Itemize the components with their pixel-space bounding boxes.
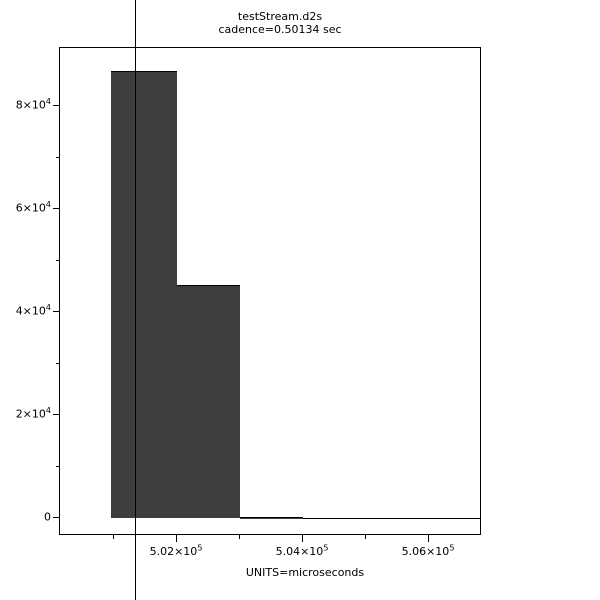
y-axis-tick <box>53 517 60 519</box>
y-axis-minor-tick <box>56 465 60 467</box>
y-axis-tick <box>53 414 60 416</box>
chart-title-line-2: cadence=0.50134 sec <box>218 23 342 36</box>
histogram-bar <box>303 517 366 520</box>
x-axis-tick <box>302 534 304 542</box>
x-axis-minor-tick <box>239 534 241 539</box>
chart-title-line-1: testStream.d2s <box>237 10 323 23</box>
chart-title: testStream.d2s cadence=0.50134 sec <box>130 10 430 36</box>
x-axis-tick <box>176 534 178 542</box>
y-axis-minor-tick <box>56 156 60 158</box>
x-axis-caption: UNITS=microseconds <box>245 566 365 579</box>
histogram-bar <box>429 517 480 520</box>
x-axis-tick-label: 5.06×105 <box>401 543 455 558</box>
y-axis-tick <box>53 311 60 313</box>
x-axis-tick-label: 5.02×105 <box>149 543 203 558</box>
y-axis-tick <box>53 208 60 210</box>
y-axis-tick-label: 2×104 <box>15 405 51 421</box>
y-axis-tick-label: 8×104 <box>15 96 51 112</box>
y-axis-minor-tick <box>56 362 60 364</box>
histogram-bar <box>177 285 240 518</box>
x-axis-tick-label: 5.04×105 <box>275 543 329 558</box>
histogram-bar <box>110 70 177 518</box>
y-axis-tick <box>53 105 60 107</box>
x-axis-tick <box>428 534 430 542</box>
vertical-cursor-line[interactable] <box>135 0 137 600</box>
y-axis-tick-label: 6×104 <box>15 199 51 215</box>
x-axis-minor-tick <box>113 534 115 539</box>
plot-area <box>59 47 481 535</box>
y-axis-tick-label: 0 <box>44 510 51 524</box>
y-axis-tick-label: 4×104 <box>15 302 51 318</box>
histogram-bar <box>366 517 429 520</box>
histogram-bar <box>240 517 303 519</box>
x-axis-minor-tick <box>365 534 367 539</box>
y-axis-minor-tick <box>56 259 60 261</box>
